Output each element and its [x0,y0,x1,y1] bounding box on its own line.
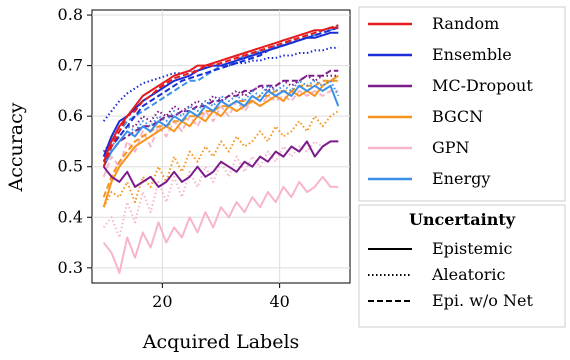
series-line-gpn-dotted [102,140,339,239]
series-line-random-solid [102,26,339,163]
legend-style-label: Epi. w/o Net [432,291,533,310]
legend-label: Ensemble [432,45,512,64]
legend-uncertainty-title: Uncertainty [409,210,516,229]
ticks: 0.3 0.4 0.5 0.6 0.7 0.8 20 40 [58,5,290,311]
legend-uncertainty-box [358,204,566,328]
y-tick-label: 0.5 [58,157,83,176]
legend-label: Energy [432,169,490,188]
legend-label: GPN [432,138,470,157]
legend-methods: Random Ensemble MC-Dropout BGCN GPN Energy [368,14,533,188]
series-line-bgcn-dotted [102,110,339,208]
y-axis-label: Accuracy [5,102,27,192]
series-line-mc-dropout-dotted [102,74,339,153]
y-tick-label: 0.6 [58,106,83,125]
legend-uncertainty: Epistemic Aleatoric Epi. w/o Net [368,239,533,310]
series-line-bgcn-solid [102,74,339,208]
series-line-energy-dotted [102,79,340,163]
y-tick-label: 0.8 [58,5,83,24]
legend-label: BGCN [432,107,483,126]
y-tick-label: 0.3 [58,258,83,277]
y-tick-label: 0.7 [58,56,83,75]
legend-style-label: Epistemic [432,239,512,258]
y-tick-label: 0.4 [58,207,83,226]
legend-label: Random [432,14,499,33]
legend-methods-box [358,6,566,202]
series-line-gpn-solid [102,175,339,274]
series-line-gpn-dashed [102,89,339,178]
x-tick-label: 40 [269,292,289,311]
x-axis-label: Acquired Labels [142,331,300,353]
x-tick-label: 20 [152,292,172,311]
series-line-mc-dropout-solid [102,140,339,188]
series-line-random-dashed [102,24,339,168]
series-layer [102,24,340,274]
legend-label: MC-Dropout [432,76,533,95]
series-line-energy-solid [102,84,340,168]
legend-style-label: Aleatoric [431,265,506,284]
